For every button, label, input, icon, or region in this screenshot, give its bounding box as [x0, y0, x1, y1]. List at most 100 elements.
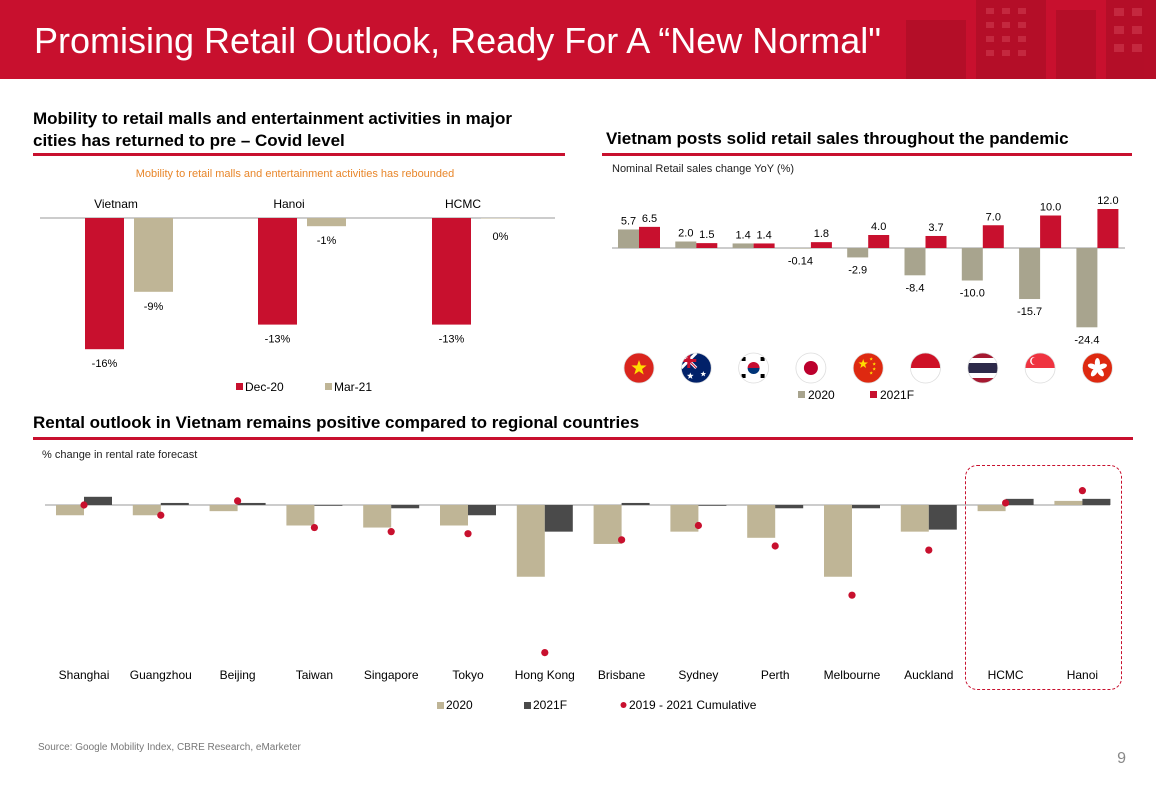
- rental-category-label: Hanoi: [1067, 668, 1098, 682]
- retail-bar: [753, 243, 775, 248]
- rental-bar: [314, 505, 343, 506]
- retail-bar: [847, 248, 869, 258]
- rental-cumulative-point: [387, 528, 395, 536]
- retail-bar: [789, 248, 811, 249]
- mobility-data-label: -13%: [439, 334, 465, 346]
- retail-bar: [639, 226, 660, 248]
- retail-chart-title: Nominal Retail sales change YoY (%): [612, 163, 795, 175]
- rental-bar: [391, 505, 420, 509]
- mobility-bar: [134, 218, 173, 292]
- mobility-legend-swatch: [325, 383, 332, 390]
- retail-section-title: Vietnam posts solid retail sales through…: [606, 129, 1069, 148]
- retail-data-label: -15.7: [1017, 306, 1042, 318]
- rental-category-label: Beijing: [220, 668, 256, 682]
- rental-cumulative-point: [310, 523, 318, 532]
- rental-bar: [928, 505, 957, 530]
- retail-bar: [1019, 248, 1041, 300]
- retail-title-rule: [602, 153, 1132, 156]
- retail-data-label: 5.7: [621, 215, 636, 227]
- indonesia-flag-icon: [910, 352, 941, 384]
- rental-cumulative-point: [694, 521, 703, 530]
- rental-category-label: Tokyo: [452, 668, 484, 682]
- thailand-flag-icon: [967, 352, 999, 384]
- retail-legend-swatch: [870, 391, 877, 398]
- mobility-category-label: HCMC: [445, 197, 481, 211]
- rental-bar: [698, 505, 727, 506]
- rental-bar: [363, 505, 392, 528]
- rental-cumulative-point: [1002, 499, 1010, 507]
- rental-bar: [160, 502, 189, 505]
- rental-category-label: Taiwan: [296, 668, 333, 682]
- page-number: 9: [1117, 750, 1126, 767]
- rental-bar: [516, 505, 545, 577]
- australia-flag-icon: [680, 352, 712, 384]
- rental-legend-label: 2019 - 2021 Cumulative: [629, 698, 757, 712]
- mobility-title-rule: [33, 153, 565, 156]
- mobility-bar: [85, 218, 124, 350]
- mobility-chart-subtitle: Mobility to retail malls and entertainme…: [135, 168, 455, 180]
- mobility-category-label: Vietnam: [94, 197, 138, 211]
- rental-category-label: Auckland: [904, 668, 953, 682]
- vietnam-highlight-box: [965, 465, 1122, 690]
- rental-bar: [852, 505, 880, 509]
- mobility-legend-label: Dec-20: [245, 380, 284, 394]
- rental-category-label: Singapore: [364, 668, 419, 682]
- rental-category-label: Hong Kong: [515, 668, 575, 682]
- rental-legend-swatch: [437, 702, 444, 709]
- mobility-bar: [258, 218, 297, 325]
- retail-data-label: 1.4: [735, 229, 750, 241]
- retail-data-label: -8.4: [906, 282, 925, 294]
- building-graphic: [906, 0, 1156, 79]
- rental-cumulative-point: [157, 511, 165, 519]
- rental-category-label: Melbourne: [824, 668, 881, 682]
- mobility-bar: [481, 218, 520, 219]
- mobility-legend-label: Mar-21: [334, 380, 372, 394]
- mobility-data-label: -9%: [144, 301, 164, 313]
- retail-data-label: 7.0: [986, 211, 1001, 223]
- rental-cumulative-point: [618, 536, 626, 544]
- mobility-data-label: -1%: [317, 235, 337, 247]
- retail-bar: [925, 235, 947, 248]
- rental-bar: [621, 502, 650, 505]
- rental-bar: [132, 505, 161, 516]
- south-korea-flag-icon: [738, 352, 769, 384]
- retail-bar: [732, 243, 754, 248]
- rental-cumulative-point: [541, 649, 549, 657]
- retail-bar: [1076, 248, 1098, 328]
- japan-flag-icon: [795, 352, 827, 384]
- retail-data-label: -2.9: [848, 264, 867, 276]
- rental-bar: [84, 496, 112, 505]
- retail-bar: [675, 241, 697, 248]
- rental-cumulative-point: [925, 546, 933, 554]
- retail-data-label: 6.5: [642, 213, 657, 225]
- retail-bar: [904, 248, 926, 276]
- rental-title-rule: [33, 437, 1133, 440]
- mobility-data-label: -13%: [265, 334, 291, 346]
- rental-cumulative-point: [848, 591, 856, 599]
- rental-category-label: Sydney: [678, 668, 718, 682]
- retail-bar: [868, 235, 890, 248]
- retail-bar: [810, 242, 832, 248]
- rental-cumulative-point: [80, 501, 88, 509]
- rental-bar: [900, 505, 929, 532]
- mobility-category-label: Hanoi: [273, 197, 304, 211]
- retail-data-label: 4.0: [871, 221, 886, 233]
- retail-data-label: 2.0: [678, 228, 693, 240]
- retail-bar: [982, 225, 1004, 248]
- hong-kong-flag-icon: [1082, 352, 1113, 384]
- source-note: Source: Google Mobility Index, CBRE Rese…: [38, 742, 301, 753]
- rental-bar: [237, 502, 266, 505]
- retail-data-label: 12.0: [1097, 195, 1118, 207]
- mobility-section-title: Mobility to retail malls and entertainme…: [33, 109, 512, 150]
- rental-legend-swatch: [524, 702, 531, 709]
- rental-category-label: Shanghai: [59, 668, 110, 682]
- retail-data-label: -24.4: [1074, 334, 1099, 346]
- rental-bar: [593, 505, 622, 544]
- china-flag-icon: [852, 352, 884, 384]
- rental-bar: [977, 505, 1006, 512]
- rental-bar: [775, 505, 804, 509]
- retail-data-label: 3.7: [928, 222, 943, 234]
- retail-data-label: 1.4: [756, 229, 771, 241]
- rental-bar: [1082, 498, 1111, 505]
- retail-data-label: 1.8: [814, 228, 829, 240]
